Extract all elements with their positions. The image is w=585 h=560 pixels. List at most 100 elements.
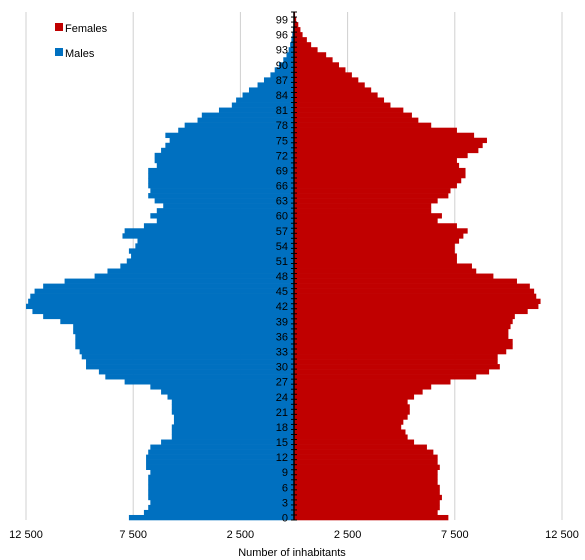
bar-females-age-22 <box>294 404 410 410</box>
bar-males-age-58 <box>143 223 294 229</box>
bar-females-age-64 <box>294 193 449 199</box>
bar-males-age-23 <box>171 399 294 405</box>
bar-males-age-61 <box>156 208 294 214</box>
bar-males-age-31 <box>86 359 294 365</box>
bar-females-age-70 <box>294 162 460 169</box>
bar-females-age-63 <box>294 198 438 204</box>
bar-males-age-84 <box>242 92 294 98</box>
bar-females-age-2 <box>294 504 440 511</box>
bar-females-age-92 <box>294 52 327 58</box>
bar-males-age-25 <box>161 389 294 395</box>
age-labels: 0369121518212427303336394245485154576063… <box>276 15 288 525</box>
bar-males-age-86 <box>257 82 294 88</box>
bar-males-age-53 <box>128 248 294 254</box>
age-label: 48 <box>276 271 288 283</box>
bar-females-age-67 <box>294 177 462 184</box>
bar-males-age-50 <box>120 263 294 269</box>
bar-males-age-72 <box>154 152 294 159</box>
bar-females-age-69 <box>294 167 466 174</box>
legend-label-females: Females <box>65 23 108 35</box>
bar-females-age-86 <box>294 82 365 88</box>
bar-females-age-13 <box>294 449 434 455</box>
bar-males-age-17 <box>171 429 294 435</box>
bar-females-age-95 <box>294 37 307 43</box>
bar-females-age-0 <box>294 514 449 521</box>
bar-males-age-80 <box>201 112 294 118</box>
bar-males-age-92 <box>286 52 294 58</box>
bar-males-age-88 <box>270 72 294 78</box>
bar-females-age-77 <box>294 127 457 134</box>
bar-females-age-21 <box>294 409 410 415</box>
bar-males-age-3 <box>150 499 294 506</box>
age-label: 78 <box>276 120 288 132</box>
bar-females-age-1 <box>294 509 438 516</box>
bar-females-age-75 <box>294 137 487 144</box>
bar-females-age-91 <box>294 57 333 63</box>
center-axis <box>291 11 297 521</box>
bar-females-age-54 <box>294 243 455 249</box>
bar-males-age-9 <box>150 469 294 476</box>
bar-males-age-81 <box>218 107 294 113</box>
bar-males-age-33 <box>79 348 294 355</box>
bar-females-age-5 <box>294 489 440 496</box>
bar-males-age-76 <box>165 132 294 139</box>
bar-females-age-23 <box>294 399 408 405</box>
bar-males-age-67 <box>148 177 294 184</box>
age-label: 99 <box>276 15 288 27</box>
bar-females-age-48 <box>294 273 494 279</box>
bar-females-age-28 <box>294 374 477 380</box>
bar-females-age-4 <box>294 494 442 501</box>
bar-females-age-53 <box>294 248 455 254</box>
age-label: 30 <box>276 362 288 374</box>
bar-females-age-99 <box>294 17 297 23</box>
legend-swatch-males <box>55 48 63 56</box>
bar-males-age-1 <box>143 509 294 516</box>
bar-females-age-76 <box>294 132 475 139</box>
x-tick-labels: 12 500 7 500 2 500 2 500 7 500 12 500 <box>9 529 579 541</box>
x-tick-label: 2 500 <box>334 529 362 541</box>
bar-males-age-12 <box>146 454 294 460</box>
bar-females-age-18 <box>294 424 402 430</box>
bar-females-age-96 <box>294 32 303 38</box>
bar-males-age-16 <box>171 434 294 440</box>
bar-males-age-60 <box>150 213 294 219</box>
bar-females-age-97 <box>294 27 301 33</box>
bar-males-age-62 <box>163 203 294 209</box>
bar-females-age-79 <box>294 117 419 123</box>
bar-females-age-68 <box>294 172 466 179</box>
bar-females-age-51 <box>294 258 457 264</box>
bar-males-age-64 <box>148 193 294 199</box>
bar-females-age-72 <box>294 152 468 159</box>
bar-males-age-87 <box>263 77 294 83</box>
age-label: 3 <box>282 497 288 509</box>
bar-males-age-70 <box>156 162 294 169</box>
x-tick-label: 12 500 <box>9 529 43 541</box>
bar-males-age-21 <box>171 409 294 415</box>
x-axis-title: Number of inhabitants <box>238 547 346 559</box>
age-label: 36 <box>276 331 288 343</box>
bar-females-age-74 <box>294 142 483 149</box>
bar-females-age-3 <box>294 499 440 506</box>
bar-females-age-26 <box>294 384 432 390</box>
age-label: 69 <box>276 165 288 177</box>
bar-males-age-8 <box>148 474 294 481</box>
bar-females-age-20 <box>294 414 408 420</box>
bar-males-age-75 <box>169 137 294 144</box>
bar-males-age-56 <box>122 233 294 239</box>
bar-males-age-46 <box>43 283 294 289</box>
bar-males-age-35 <box>75 338 294 345</box>
age-label: 63 <box>276 196 288 208</box>
bar-males-age-34 <box>75 343 294 350</box>
age-label: 0 <box>282 512 288 524</box>
bar-females-age-9 <box>294 469 438 476</box>
bar-females-age-57 <box>294 228 468 234</box>
bar-females-age-19 <box>294 419 404 425</box>
bar-males-age-37 <box>73 328 294 335</box>
bar-males-age-77 <box>178 127 294 134</box>
bar-females-age-34 <box>294 343 513 350</box>
bar-males-age-71 <box>154 157 294 164</box>
bar-females-age-50 <box>294 263 472 269</box>
bar-females-age-83 <box>294 97 385 103</box>
bar-females-age-37 <box>294 328 509 335</box>
age-label: 60 <box>276 211 288 223</box>
